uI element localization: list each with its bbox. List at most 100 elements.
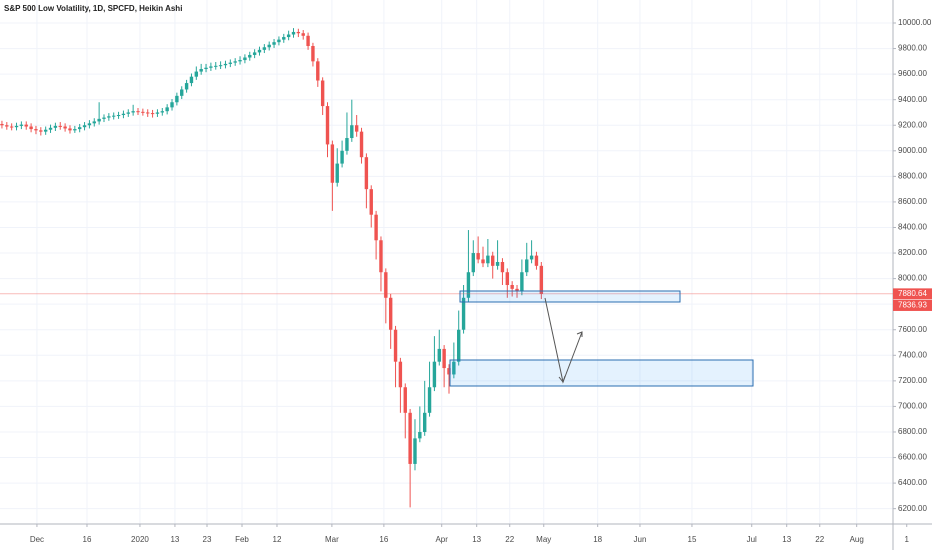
candle-body (9, 126, 14, 128)
second-price-tag (893, 299, 932, 311)
candle-body (199, 69, 203, 72)
candle-body (340, 150, 344, 164)
candle-body (112, 115, 116, 117)
axis-labels: 6200.00 6400.00 6600.00 6800.00 7000.00 7200.… (30, 18, 932, 544)
candle-body (515, 288, 519, 292)
candle-body (525, 259, 529, 273)
candle-body (369, 189, 373, 215)
candle-body (457, 329, 461, 362)
y-tick-label: 8600.00 (898, 197, 927, 206)
candle-body (87, 123, 92, 126)
x-tick-label: 13 (472, 535, 481, 544)
candle-body (413, 438, 417, 464)
candle-body (476, 253, 480, 260)
candle-body (184, 83, 189, 90)
x-tick-label: 2020 (131, 535, 149, 544)
second-price-label: 7836.93 (898, 301, 927, 310)
x-tick-label: 15 (688, 535, 697, 544)
candle-body (529, 255, 534, 260)
candle-body (43, 129, 48, 132)
candle-body (350, 125, 354, 139)
candle-body (520, 272, 524, 292)
arrow-head (576, 331, 583, 337)
candle-body (24, 124, 28, 127)
chart-title: S&P 500 Low Volatility, 1D, SPCFD, Heiki… (4, 4, 182, 13)
candle-body (471, 253, 475, 273)
candle-body (189, 76, 194, 84)
candle-body (359, 131, 364, 158)
candle-body (63, 126, 67, 129)
x-tick-label: Feb (235, 535, 249, 544)
x-tick-label: Jun (634, 535, 647, 544)
candle-body (97, 118, 101, 122)
candle-body (248, 54, 252, 58)
x-tick-label: May (536, 535, 551, 544)
candle-body (14, 125, 19, 128)
candle-body (364, 157, 369, 190)
candle-body (107, 116, 111, 118)
y-tick-label: 10000.00 (898, 18, 932, 27)
candle-body (73, 129, 77, 131)
x-tick-label: 12 (273, 535, 282, 544)
y-tick-label: 7200.00 (898, 376, 927, 385)
candle-body (408, 412, 412, 464)
candle-body (77, 127, 82, 130)
candle-body (379, 240, 383, 273)
x-tick-label: 13 (782, 535, 791, 544)
candle-body (335, 163, 339, 183)
candles (0, 28, 893, 508)
candle-body (214, 65, 218, 67)
candle-body (53, 125, 58, 128)
candle-body (175, 95, 179, 103)
x-tick-label: 22 (815, 535, 824, 544)
candle-body (257, 49, 262, 53)
candle-body (39, 130, 43, 132)
y-tick-label: 8800.00 (898, 171, 927, 180)
candle-body (301, 33, 305, 36)
y-tick-label: 7400.00 (898, 350, 927, 359)
candle-body (466, 272, 471, 298)
x-tick-label: 16 (83, 535, 92, 544)
x-tick-label: Jul (747, 535, 757, 544)
candle-body (432, 361, 437, 388)
candle-body (495, 262, 500, 266)
candle-body (155, 112, 160, 114)
candle-body (58, 125, 62, 127)
candle-body (320, 80, 325, 107)
candle-body (262, 47, 267, 50)
candle-body (218, 65, 223, 67)
candle-body (316, 61, 320, 81)
candle-body (243, 57, 247, 61)
last-price-tag (893, 288, 932, 300)
candle-body (34, 129, 38, 131)
x-tick-label: 16 (379, 535, 388, 544)
x-tick-label: 13 (170, 535, 179, 544)
candle-body (393, 329, 398, 362)
candle-body (442, 348, 446, 369)
candle-body (422, 412, 427, 432)
y-tick-label: 9200.00 (898, 120, 927, 129)
x-tick-label: Mar (325, 535, 339, 544)
candle-body (398, 361, 403, 388)
y-tick-label: 6200.00 (898, 504, 927, 513)
x-tick-label: Aug (850, 535, 864, 544)
y-tick-label: 9400.00 (898, 95, 927, 104)
candle-body (141, 111, 145, 113)
zone-box (449, 359, 754, 387)
candle-body (223, 63, 228, 66)
candle-body (277, 39, 281, 43)
last-price-label: 7880.64 (898, 289, 927, 298)
y-tick-label: 6400.00 (898, 478, 927, 487)
candle-body (403, 387, 407, 413)
candle-body (165, 107, 169, 112)
candle-body (539, 265, 544, 294)
candle-body (136, 111, 140, 113)
candle-body (437, 348, 441, 362)
candle-body (29, 126, 33, 130)
candle-body (491, 255, 495, 266)
y-tick-label: 8000.00 (898, 274, 927, 283)
candle-body (325, 106, 330, 145)
candle-body (180, 89, 184, 96)
